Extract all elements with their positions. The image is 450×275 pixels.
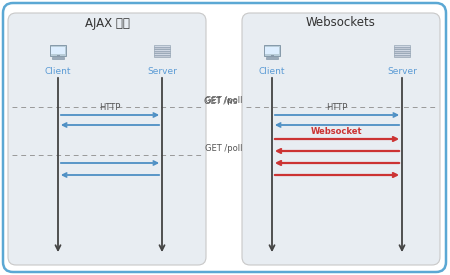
Bar bbox=[51, 46, 65, 54]
Text: Client: Client bbox=[45, 67, 71, 76]
Text: GET /ws: GET /ws bbox=[204, 96, 238, 105]
Bar bbox=[50, 45, 66, 56]
FancyBboxPatch shape bbox=[3, 3, 446, 272]
Bar bbox=[394, 47, 410, 49]
Text: AJAX 轮询: AJAX 轮询 bbox=[85, 16, 130, 29]
Bar bbox=[52, 57, 64, 59]
Bar bbox=[394, 53, 410, 55]
Bar bbox=[264, 45, 280, 56]
FancyBboxPatch shape bbox=[8, 13, 206, 265]
Bar bbox=[394, 51, 410, 53]
Bar bbox=[394, 45, 410, 47]
Bar bbox=[270, 55, 274, 57]
Text: Server: Server bbox=[147, 67, 177, 76]
Bar bbox=[154, 49, 170, 51]
Text: HTTP: HTTP bbox=[326, 103, 348, 112]
FancyBboxPatch shape bbox=[242, 13, 440, 265]
Bar bbox=[154, 51, 170, 53]
Text: Websockets: Websockets bbox=[306, 16, 376, 29]
Text: GET /poll: GET /poll bbox=[205, 96, 243, 105]
Bar bbox=[154, 55, 170, 57]
Text: Client: Client bbox=[259, 67, 285, 76]
Bar bbox=[154, 45, 170, 47]
Text: HTTP: HTTP bbox=[99, 103, 121, 112]
Text: Server: Server bbox=[387, 67, 417, 76]
Bar bbox=[154, 53, 170, 55]
Bar bbox=[266, 57, 278, 59]
Bar bbox=[394, 55, 410, 57]
Text: GET /poll: GET /poll bbox=[205, 144, 243, 153]
Bar bbox=[265, 46, 279, 54]
Bar bbox=[394, 49, 410, 51]
Bar bbox=[154, 47, 170, 49]
Text: Websocket: Websocket bbox=[311, 127, 363, 136]
Bar bbox=[57, 55, 59, 57]
